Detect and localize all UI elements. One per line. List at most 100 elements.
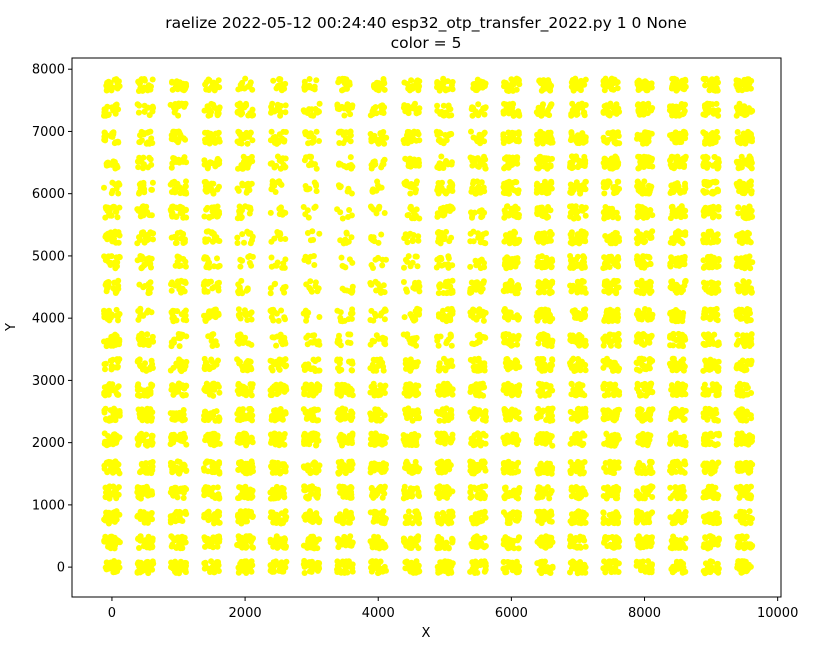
scatter-point [169,79,175,86]
scatter-point [112,565,118,572]
scatter-point [343,239,350,246]
scatter-point [512,260,519,267]
scatter-point [503,262,510,269]
scatter-point [469,212,476,219]
scatter-point [313,183,320,189]
scatter-point [113,208,120,215]
scatter-point [234,234,241,241]
scatter-point [203,206,210,213]
scatter-point [183,206,189,213]
scatter-point [167,441,174,448]
scatter-point [137,537,144,544]
scatter-point [434,334,441,341]
scatter-point [346,207,353,213]
scatter-point [338,161,344,168]
scatter-point [241,337,248,344]
scatter-point [369,237,376,244]
scatter-point [345,339,351,346]
scatter-point [144,417,150,423]
scatter-point [146,212,153,219]
scatter-point [307,491,314,498]
scatter-point [135,493,142,500]
scatter-point [140,312,147,319]
scatter-point [467,238,474,245]
scatter-point [240,383,247,390]
scatter-point [340,132,347,138]
scatter-point [404,239,411,246]
scatter-point [270,137,277,144]
scatter-point [180,412,186,419]
scatter-point [343,287,350,294]
scatter-point [373,187,380,194]
scatter-point [234,240,241,246]
scatter-point [179,210,186,217]
scatter-point [209,285,216,292]
scatter-point [445,261,451,268]
scatter-point [104,103,111,110]
scatter-point [379,108,386,115]
scatter-point [406,381,413,388]
scatter-point [515,545,522,552]
scatter-point [315,285,322,292]
scatter-point [275,317,282,324]
scatter-point [376,539,383,546]
scatter-point [240,406,246,413]
scatter-point [282,316,288,323]
scatter-point [134,435,141,442]
scatter-point [367,112,374,119]
scatter-point [242,439,248,446]
scatter-point [511,228,518,235]
scatter-point [246,259,253,266]
scatter-point [216,519,223,526]
scatter-point [168,234,175,241]
scatter-point [341,75,348,82]
scatter-point [208,558,215,565]
scatter-point [138,256,145,263]
scatter-point [145,290,152,297]
scatter-point [181,309,188,316]
scatter-point [112,110,119,117]
scatter-point [348,359,355,366]
scatter-point [267,290,274,297]
scatter-point [303,408,310,415]
scatter-point [501,407,508,414]
scatter-point [367,465,374,472]
scatter-point [403,392,410,399]
scatter-point [446,491,452,498]
scatter-point [472,190,479,197]
scatter-point [212,139,219,146]
scatter-point [445,545,452,552]
scatter-point [304,439,310,446]
scatter-point [409,537,416,544]
scatter-point [400,331,407,338]
scatter-point [142,537,149,544]
scatter-point [237,415,244,422]
scatter-point [448,130,455,137]
scatter-point [313,493,320,500]
scatter-point [136,281,143,288]
scatter-point [179,417,186,424]
scatter-point [281,431,288,437]
scatter-point [246,564,253,571]
scatter-point [150,338,156,345]
scatter-point [401,487,407,494]
scatter-point [168,543,175,550]
scatter-point [448,305,455,312]
scatter-point [436,313,442,320]
scatter-point [500,466,507,473]
scatter-point [273,385,280,392]
scatter-point [448,82,455,89]
scatter-point [146,366,153,373]
scatter-point [311,545,318,552]
scatter-point [346,81,353,88]
scatter-point [337,309,344,316]
scatter-point [204,165,211,172]
scatter-point [149,558,156,565]
scatter-point [182,136,189,143]
scatter-point [183,178,189,185]
scatter-point [408,486,415,493]
scatter-point [337,489,344,496]
scatter-point [276,205,283,212]
scatter-point [349,306,356,313]
scatter-point [179,331,186,338]
